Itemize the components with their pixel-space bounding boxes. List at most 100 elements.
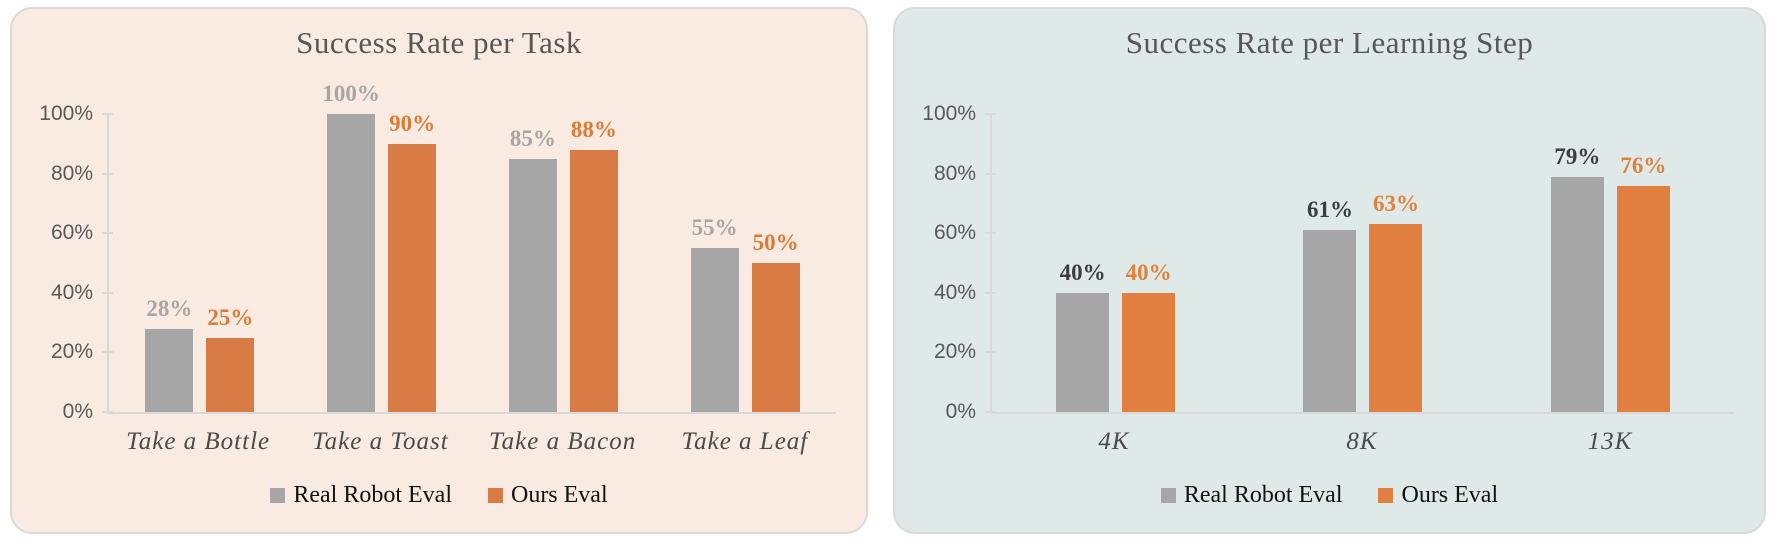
y-axis-tick-label: 20% — [933, 340, 976, 364]
bar-real-robot-eval — [327, 114, 376, 412]
y-axis-tick-mark — [102, 113, 113, 115]
legend-label: Ours Eval — [1401, 482, 1499, 508]
bar-ours-eval — [206, 337, 255, 412]
bar-column: 28% — [145, 114, 194, 412]
plot-area: 28% 25% 100% 90% 85% 88% 55% 50% 0% 20% 40% 60% 80%… — [39, 82, 836, 423]
bar-column: 76% — [1616, 114, 1670, 412]
legend-item: Real Robot Eval — [270, 482, 452, 509]
legend-label: Real Robot Eval — [1183, 482, 1343, 508]
category-label: 4K — [1098, 428, 1130, 455]
y-axis-tick-mark — [985, 232, 996, 235]
category-label: Take a Leaf — [681, 428, 809, 455]
bar-column: 50% — [751, 114, 800, 412]
bar-real-robot-eval — [145, 328, 194, 412]
y-axis-tick-label: 60% — [933, 221, 976, 245]
chart-card-success-rate-per-learning-step: Success Rate per Learning Step 40% 40% 61%… — [893, 7, 1766, 534]
bar-pair: 85% 88% — [508, 114, 618, 412]
category-label: Take a Bottle — [126, 428, 271, 455]
bar-ours-eval — [751, 263, 800, 412]
bar-column: 55% — [690, 114, 739, 412]
bar-real-robot-eval — [508, 158, 557, 412]
bar-real-robot-eval — [690, 248, 739, 412]
legend-label: Real Robot Eval — [293, 482, 452, 508]
y-axis-tick-mark — [102, 232, 113, 235]
bar-column: 25% — [206, 114, 255, 412]
bar-group: 85% 88% — [473, 114, 655, 412]
y-axis-tick-label: 0% — [945, 400, 976, 423]
y-axis-tick-label: 60% — [50, 221, 93, 245]
y-axis-tick-label: 80% — [50, 161, 93, 185]
legend-label: Ours Eval — [510, 482, 608, 508]
bar-column: 100% — [322, 82, 380, 412]
bar-value-label: 100% — [322, 81, 380, 106]
bar-value-label: 28% — [146, 295, 193, 321]
legend-swatch-icon — [1160, 488, 1176, 503]
y-axis-tick-label: 100% — [922, 102, 976, 125]
bar-value-label: 40% — [1059, 259, 1106, 285]
bar-value-label: 55% — [691, 215, 738, 241]
bar-pair: 61% 63% — [1303, 114, 1423, 412]
y-axis-tick-mark — [985, 411, 996, 413]
bar-value-label: 50% — [752, 230, 799, 255]
bar-value-label: 88% — [570, 116, 617, 142]
legend-swatch-icon — [1378, 488, 1394, 503]
bar-groups: 40% 40% 61% 63% 79% 76% — [992, 114, 1734, 412]
bar-value-label: 40% — [1125, 259, 1172, 285]
legend: Real Robot Eval Ours Eval — [895, 482, 1764, 509]
bar-column: 79% — [1550, 114, 1604, 412]
y-axis-tick-mark — [985, 172, 996, 175]
bar-column: 40% — [1056, 114, 1110, 412]
bar-pair: 79% 76% — [1550, 114, 1670, 412]
legend-swatch-icon — [270, 488, 286, 503]
bar-group: 40% 40% — [992, 114, 1239, 412]
y-axis-tick-label: 80% — [933, 161, 976, 185]
chart-title: Success Rate per Task — [296, 25, 582, 60]
bar-pair: 100% 90% — [322, 82, 437, 412]
category-label: 13K — [1587, 428, 1633, 455]
chart-title: Success Rate per Learning Step — [1125, 25, 1534, 60]
bar-real-robot-eval — [1056, 292, 1110, 412]
plot-area: 40% 40% 61% 63% 79% 76% 0% 20% 40% 60% 80% 100% — [922, 102, 1734, 423]
bar-value-label: 63% — [1372, 191, 1419, 217]
legend-swatch-icon — [487, 488, 503, 503]
y-axis-tick-mark — [102, 172, 113, 175]
category-label: Take a Bacon — [489, 428, 637, 455]
bar-group: 55% 50% — [654, 114, 836, 412]
bar-ours-eval — [1122, 292, 1176, 412]
y-axis-tick-label: 0% — [62, 400, 93, 423]
bar-value-label: 90% — [389, 110, 436, 136]
y-axis-tick-mark — [985, 291, 996, 294]
y-axis-tick-mark — [985, 113, 996, 115]
bar-groups: 28% 25% 100% 90% 85% 88% 55% 50% — [109, 82, 836, 412]
y-axis-tick-mark — [102, 351, 113, 354]
y-axis-tick-label: 20% — [50, 340, 93, 364]
bar-value-label: 85% — [509, 125, 556, 151]
bar-pair: 28% 25% — [145, 114, 255, 412]
y-axis-tick-mark — [102, 411, 113, 413]
legend: Real Robot Eval Ours Eval — [12, 482, 866, 509]
y-axis-tick-mark — [985, 351, 996, 354]
bar-value-label: 25% — [207, 304, 254, 330]
bar-real-robot-eval — [1550, 176, 1604, 412]
bar-value-label: 61% — [1306, 197, 1353, 223]
legend-item: Ours Eval — [1378, 482, 1498, 509]
bar-value-label: 76% — [1620, 152, 1667, 178]
chart-card-success-rate-per-task: Success Rate per Task 28% 25% 100% 90% 85% 88… — [10, 7, 868, 534]
y-axis-tick-label: 40% — [50, 280, 93, 304]
y-axis-tick-label: 100% — [39, 102, 93, 125]
legend-item: Ours Eval — [487, 482, 608, 509]
category-labels: Take a Bottle Take a Toast Take a Bacon Tak… — [107, 428, 836, 456]
bar-column: 61% — [1303, 114, 1357, 412]
bar-pair: 55% 50% — [690, 114, 800, 412]
bar-pair: 40% 40% — [1056, 114, 1176, 412]
bar-real-robot-eval — [1303, 230, 1357, 412]
bar-group: 79% 76% — [1487, 114, 1734, 412]
bar-column: 90% — [388, 110, 437, 412]
bar-column: 88% — [569, 114, 618, 412]
bar-group: 61% 63% — [1239, 114, 1486, 412]
bar-ours-eval — [1369, 224, 1423, 412]
bar-group: 100% 90% — [291, 82, 473, 412]
legend-item: Real Robot Eval — [1160, 482, 1343, 509]
bar-value-label: 79% — [1554, 143, 1601, 169]
y-axis-tick-mark — [102, 291, 113, 294]
